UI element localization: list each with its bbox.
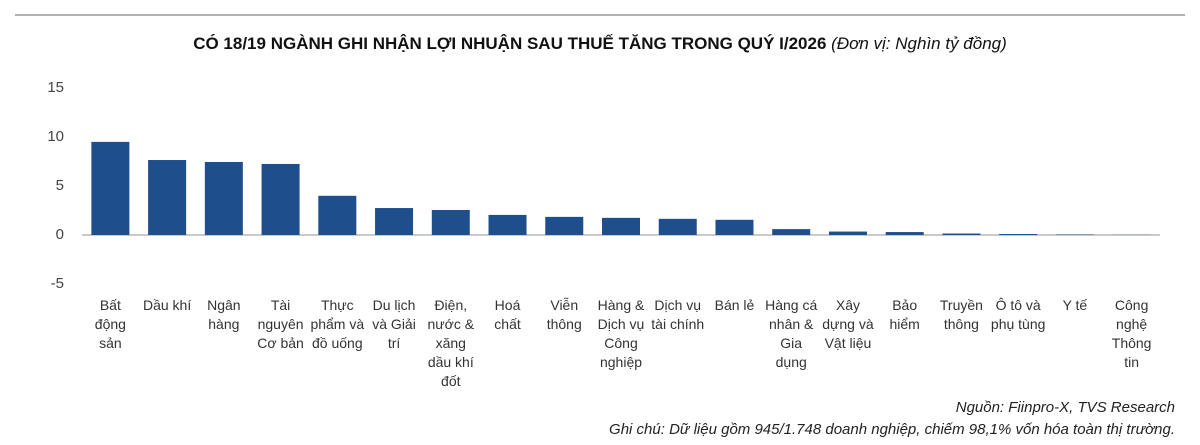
bar [828,231,867,235]
bar [772,229,811,235]
x-tick-label: Công nghệ Thông tin [1111,297,1152,370]
bar [431,210,470,235]
x-tick-label: Bán lẻ [714,297,755,313]
bar [204,161,243,235]
x-tick-label: Ngân hàng [207,297,241,332]
x-tick-label: Dịch vụ tài chính [651,297,705,332]
bar [999,234,1038,235]
title-block: CÓ 18/19 NGÀNH GHI NHẬN LỢI NHUẬN SAU TH… [0,34,1200,54]
footnote: Ghi chú: Dữ liệu gồm 945/1.748 doanh ngh… [609,421,1175,438]
x-tick-label: Điện, nước & xăng dầu khí đốt [427,297,475,389]
x-tick-label: Xây dựng và Vật liệu [822,297,874,351]
source: Nguồn: Fiinpro-X, TVS Research [955,399,1175,416]
x-tick-label: Tài nguyên Cơ bản [257,297,304,351]
x-tick-label: Hàng & Dịch vụ Công nghiệp [597,297,645,370]
x-tick-label: Bất động sản [94,297,126,351]
y-tick-label: 15 [47,79,64,96]
x-tick-label: Du lịch và Giải trí [372,297,416,351]
bar [942,233,981,235]
bar [885,232,924,235]
bar [91,141,130,235]
x-tick-label: Hàng cá nhân & Gia dụng [765,297,818,370]
y-tick-label: 5 [56,177,64,194]
bar [261,163,300,235]
bar [545,216,584,235]
bar [375,208,414,235]
y-tick-label: 10 [47,128,64,145]
x-tick-label: Y tế [1062,297,1088,313]
y-tick-label: 0 [56,226,64,243]
x-tick-label: Dầu khí [142,297,192,313]
bar [602,217,640,235]
bar [318,195,357,235]
bar [488,214,527,235]
chart-title: CÓ 18/19 NGÀNH GHI NHẬN LỢI NHUẬN SAU TH… [193,34,827,53]
bar [715,219,754,235]
x-tick-label: Truyền thông [939,297,983,332]
x-tick-label: Viễn thông [546,297,582,332]
bar [658,218,697,235]
x-tick-label: Bảo hiểm [889,297,920,332]
chart-subtitle: (Đơn vị: Nghìn tỷ đồng) [831,34,1007,53]
x-tick-label: Hoá chất [494,297,521,332]
x-tick-label: Thực phẩm và đồ uống [310,297,365,351]
y-tick-label: -5 [51,275,64,292]
bar [148,160,187,235]
x-tick-label: Ô tô và phụ tùng [990,297,1046,332]
